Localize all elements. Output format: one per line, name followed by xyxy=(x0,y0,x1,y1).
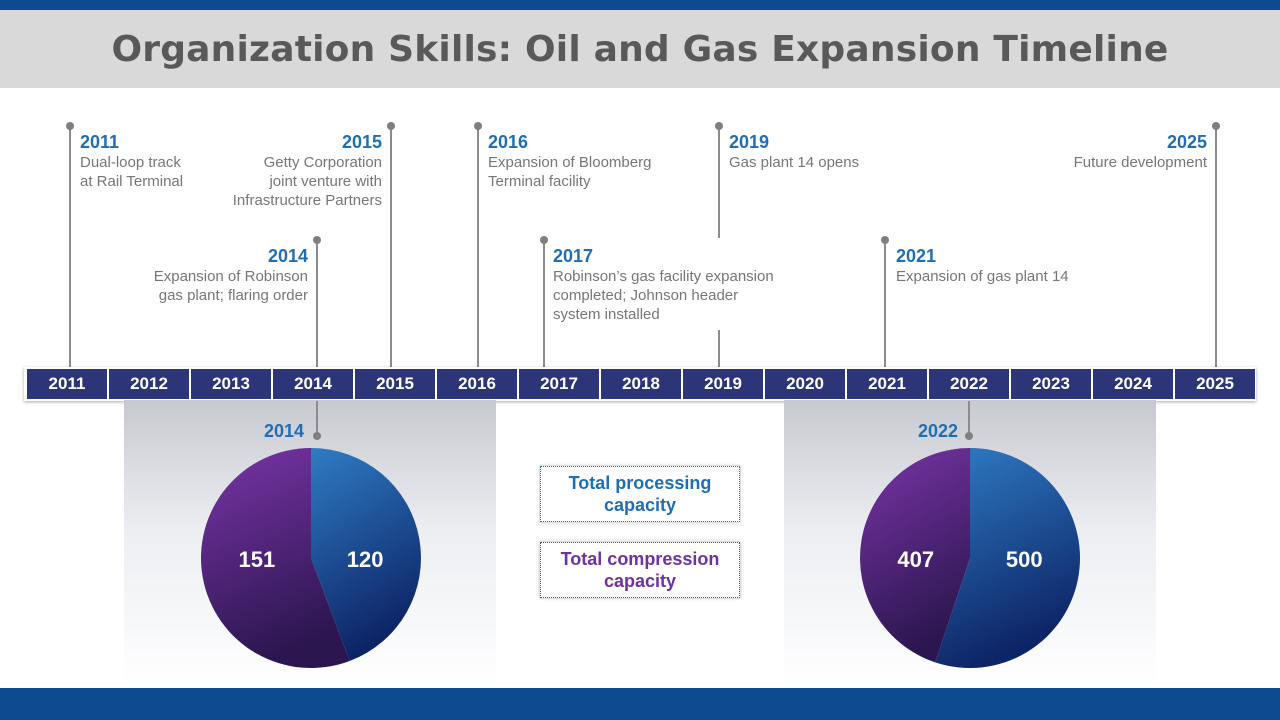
marker-2016 xyxy=(474,122,482,130)
pie-year-label-left: 2014 xyxy=(264,421,305,441)
event-desc-line: Robinson’s gas facility expansion xyxy=(553,268,774,285)
pie-chart-2022: 500 407 xyxy=(860,448,1080,668)
pie-year-label-right: 2022 xyxy=(918,421,959,441)
pie-chart-2014: 120 151 xyxy=(200,448,421,668)
stem-2017 xyxy=(543,240,545,368)
event-2015: 2015 Getty Corporation joint venture wit… xyxy=(233,131,382,210)
event-2019: 2019 Gas plant 14 opens xyxy=(729,131,859,172)
event-desc-line: Expansion of gas plant 14 xyxy=(896,268,1069,285)
event-year: 2011 xyxy=(80,132,120,152)
stem-2015 xyxy=(390,126,392,368)
bottom-accent-bar xyxy=(0,688,1280,720)
event-year: 2015 xyxy=(341,132,382,152)
event-desc-line: joint venture with xyxy=(269,173,382,190)
timeline-year-2021: 2021 xyxy=(847,369,927,399)
event-desc-line: Expansion of Bloomberg xyxy=(488,154,652,171)
event-2016: 2016 Expansion of Bloomberg Terminal fac… xyxy=(488,131,651,191)
timeline-year-2019: 2019 xyxy=(683,369,763,399)
event-2021: 2021 Expansion of gas plant 14 xyxy=(896,245,1069,286)
event-desc-line: Expansion of Robinson xyxy=(153,268,308,285)
pie-connector-dot-left xyxy=(313,432,321,440)
event-year: 2014 xyxy=(267,246,308,266)
event-2014: 2014 Expansion of Robinson gas plant; fl… xyxy=(154,245,308,305)
timeline-year-2013: 2013 xyxy=(191,369,271,399)
timeline-year-2012: 2012 xyxy=(109,369,189,399)
stem-2021 xyxy=(884,240,886,368)
marker-2015 xyxy=(387,122,395,130)
timeline-year-2022: 2022 xyxy=(929,369,1009,399)
marker-2019 xyxy=(715,122,723,130)
pie-label-compression: 151 xyxy=(239,547,276,572)
event-2025: 2025 Future development xyxy=(1074,131,1207,172)
pie-slice-compression xyxy=(200,448,350,668)
legend-text-line: Total compression xyxy=(560,549,720,569)
timeline-year-2015: 2015 xyxy=(355,369,435,399)
pie-connector-left xyxy=(316,401,318,435)
event-year: 2016 xyxy=(488,132,529,152)
pie-label-compression: 407 xyxy=(897,547,934,572)
event-desc-line: Future development xyxy=(1073,154,1207,171)
page-title: Organization Skills: Oil and Gas Expansi… xyxy=(111,28,1169,70)
timeline-year-2016: 2016 xyxy=(437,369,517,399)
event-year: 2017 xyxy=(553,246,594,266)
event-desc-line: Terminal facility xyxy=(488,173,591,190)
stem-2016 xyxy=(477,126,479,368)
event-desc-line: system installed xyxy=(553,306,660,323)
marker-2011 xyxy=(66,122,74,130)
pie-label-processing: 500 xyxy=(1006,547,1043,572)
event-desc-line: Gas plant 14 opens xyxy=(729,154,860,171)
stem-2025 xyxy=(1215,126,1217,368)
timeline-year-2020: 2020 xyxy=(765,369,845,399)
marker-2014 xyxy=(313,236,321,244)
event-desc-line: gas plant; flaring order xyxy=(158,287,308,304)
timeline-year-2014: 2014 xyxy=(273,369,353,399)
event-desc-line: Dual-loop track xyxy=(80,154,181,171)
legend-text-line: capacity xyxy=(603,495,677,515)
event-desc-line: completed; Johnson header xyxy=(553,287,739,304)
pie-connector-right xyxy=(968,401,970,435)
timeline-year-2024: 2024 xyxy=(1093,369,1173,399)
pie-slice-processing xyxy=(935,448,1080,668)
timeline-year-2017: 2017 xyxy=(519,369,599,399)
stem-2019-lower xyxy=(718,330,720,368)
pie-slice-compression xyxy=(860,448,970,663)
event-desc-line: Getty Corporation xyxy=(263,154,382,171)
event-2011: 2011 Dual-loop track at Rail Terminal xyxy=(80,131,183,191)
top-accent-bar xyxy=(0,0,1280,10)
marker-2021 xyxy=(881,236,889,244)
stem-2019-upper xyxy=(718,126,720,238)
event-desc-line: Infrastructure Partners xyxy=(232,192,382,209)
event-2017: 2017 Robinson’s gas facility expansion c… xyxy=(553,245,774,324)
event-desc-line: at Rail Terminal xyxy=(80,173,184,190)
timeline-year-2018: 2018 xyxy=(601,369,681,399)
title-band: Organization Skills: Oil and Gas Expansi… xyxy=(0,10,1280,88)
event-year: 2025 xyxy=(1166,132,1207,152)
legend-text-line: Total processing xyxy=(568,473,712,493)
timeline-year-2023: 2023 xyxy=(1011,369,1091,399)
marker-2017 xyxy=(540,236,548,244)
event-year: 2019 xyxy=(729,132,770,152)
pie-connector-dot-right xyxy=(965,432,973,440)
year-timeline-bar: 2011 2012 2013 2014 2015 2016 2017 2018 2019 2020… xyxy=(24,367,1256,401)
marker-2025 xyxy=(1212,122,1220,130)
event-year: 2021 xyxy=(896,246,937,266)
timeline-year-2025: 2025 xyxy=(1175,369,1255,399)
legend-processing-capacity: Total processing capacity xyxy=(540,466,740,522)
pie-slice-processing xyxy=(311,448,421,661)
pie-label-processing: 120 xyxy=(347,547,384,572)
legend-compression-capacity: Total compression capacity xyxy=(540,542,740,598)
stem-2011 xyxy=(69,126,71,368)
stem-2014 xyxy=(316,240,318,368)
legend-text-line: capacity xyxy=(603,571,677,591)
timeline-year-2011: 2011 xyxy=(27,369,107,399)
